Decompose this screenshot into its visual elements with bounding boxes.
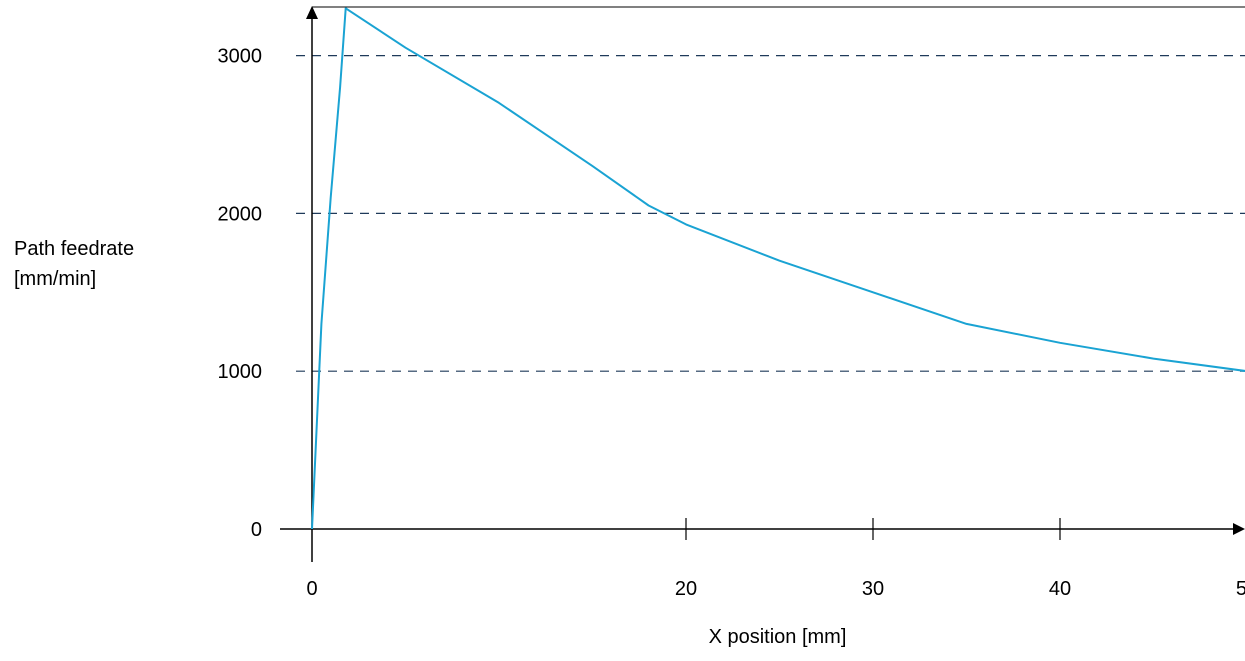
x-tick-label-0: 0	[306, 578, 317, 600]
y-tick-label-0: 0	[251, 519, 262, 541]
x-axis-arrow	[1233, 523, 1245, 535]
x-axis-label: X position [mm]	[708, 626, 847, 648]
y-axis-label-line1: Path feedrate	[14, 238, 135, 260]
y-axis-arrow	[306, 6, 318, 19]
y-tick-label-1000: 1000	[218, 361, 263, 383]
x-tick-label-30: 30	[862, 578, 884, 600]
y-axis-label: Path feedrate [mm/min]	[14, 234, 134, 294]
x-tick-label-20: 20	[675, 578, 697, 600]
x-axis-label-wrap: X position [mm]	[0, 626, 1245, 649]
x-tick-label-40: 40	[1049, 578, 1071, 600]
y-axis-label-line2: [mm/min]	[14, 268, 97, 290]
x-tick-label-50: 50	[1236, 578, 1245, 600]
y-tick-label-2000: 2000	[218, 203, 263, 225]
y-tick-label-3000: 3000	[218, 46, 263, 68]
series-line-0	[311, 7, 1245, 530]
